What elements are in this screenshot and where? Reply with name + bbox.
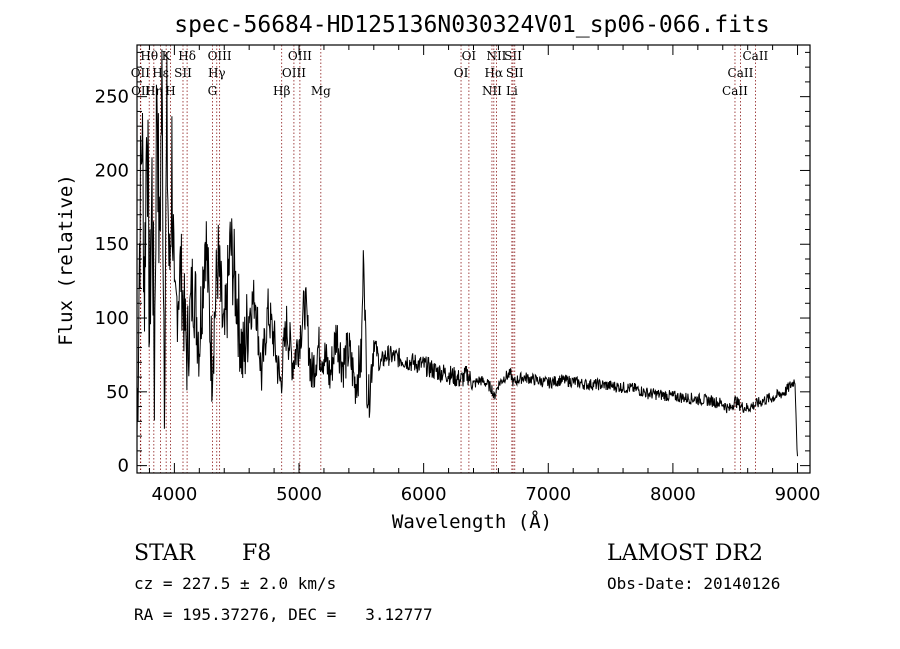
line-label-4: Hε: [152, 66, 169, 80]
line-label-26: CaII: [722, 84, 748, 98]
y-tick-label-4: 200: [95, 160, 129, 181]
survey-label: LAMOST DR2: [607, 541, 763, 566]
coordinates-label: RA = 195.37276, DEC = 3.12777: [134, 605, 433, 624]
line-label-19: SII: [504, 49, 522, 63]
line-label-16: OI: [462, 49, 477, 63]
x-tick-label-1: 5000: [276, 484, 322, 505]
line-label-13: OIII: [282, 66, 306, 80]
line-label-25: CaII: [728, 66, 754, 80]
line-label-5: Hη: [145, 84, 163, 98]
chart-title: spec-56684-HD125136N030324V01_sp06-066.f…: [174, 12, 769, 38]
y-tick-label-0: 0: [118, 456, 129, 477]
y-tick-label-3: 150: [95, 234, 129, 255]
y-tick-label-1: 50: [106, 382, 129, 403]
spectrum-line: [136, 49, 798, 457]
x-tick-label-2: 6000: [401, 484, 447, 505]
line-label-14: Hβ: [273, 84, 290, 98]
line-label-17: OI: [454, 66, 469, 80]
axis-ticks: 4000 5000 6000 7000 8000 9000 0 50 100 150 200 250: [95, 45, 821, 505]
line-label-7: H: [165, 84, 175, 98]
x-tick-label-4: 8000: [650, 484, 696, 505]
redshift-label: cz = 227.5 ± 2.0 km/s: [134, 574, 336, 593]
x-axis-label: Wavelength (Å): [392, 510, 552, 533]
x-tick-label-0: 4000: [151, 484, 197, 505]
y-tick-label-2: 100: [95, 308, 129, 329]
line-label-18: NII: [486, 49, 506, 63]
plot-frame: [136, 44, 811, 474]
line-label-2: OII: [131, 84, 151, 98]
line-label-8: Hδ: [178, 49, 196, 63]
line-label-10: Hγ: [208, 66, 226, 80]
y-axis-label: Flux (relative): [55, 174, 77, 346]
line-label-23: Li: [506, 84, 518, 98]
line-label-24: CaII: [742, 49, 768, 63]
line-label-20: Hα: [485, 66, 504, 80]
obs-date-label: Obs-Date: 20140126: [607, 574, 780, 593]
line-label-9: OIII: [208, 49, 232, 63]
line-label-0: Hθ: [140, 49, 158, 63]
line-label-6: SII: [174, 66, 192, 80]
line-label-12: OIII: [288, 49, 312, 63]
line-label-15: Mg: [311, 84, 331, 98]
object-subclass: F8: [242, 541, 271, 566]
x-tick-label-3: 7000: [525, 484, 571, 505]
object-class: STAR: [134, 541, 196, 566]
line-label-11: G: [208, 84, 218, 98]
y-tick-label-5: 250: [95, 87, 129, 108]
x-tick-label-5: 9000: [775, 484, 821, 505]
line-label-21: SII: [506, 66, 524, 80]
spectrum-series: [136, 49, 798, 457]
line-label-22: NII: [482, 84, 502, 98]
